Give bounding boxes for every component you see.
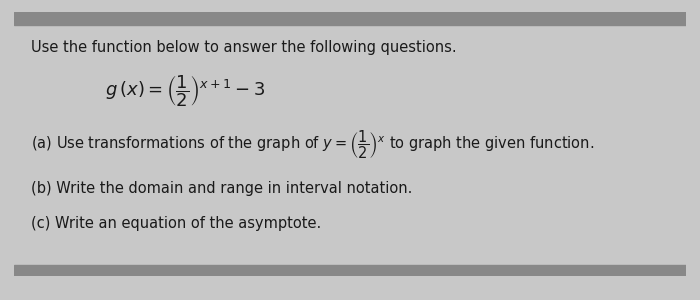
Bar [14,12,686,25]
Text: (a) Use transformations of the graph of $y=\left(\dfrac{1}{2}\right)^{x}$ to gra: (a) Use transformations of the graph of … [32,128,594,161]
Text: Use the function below to answer the following questions.: Use the function below to answer the fol… [32,40,457,55]
Text: (c) Write an equation of the asymptote.: (c) Write an equation of the asymptote. [32,216,321,231]
Text: (b) Write the domain and range in interval notation.: (b) Write the domain and range in interv… [32,181,413,196]
Bar [14,266,686,276]
Text: $g\,(x)=\left(\dfrac{1}{2}\right)^{x+1}-3$: $g\,(x)=\left(\dfrac{1}{2}\right)^{x+1}-… [105,74,265,109]
